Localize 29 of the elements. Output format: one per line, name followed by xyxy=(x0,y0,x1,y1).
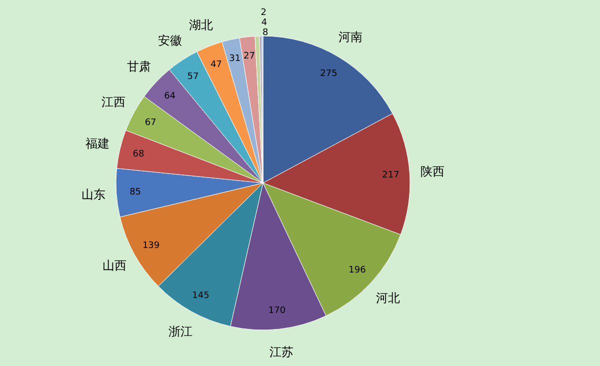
data-label: 64 xyxy=(164,91,176,102)
slice-label: 湖北 xyxy=(188,18,213,32)
slice-label: 安徽 xyxy=(158,34,182,48)
data-label: 4 xyxy=(261,18,268,28)
data-label: 27 xyxy=(243,52,255,62)
data-label: 68 xyxy=(132,149,144,160)
slice-label: 甘肃 xyxy=(127,60,152,74)
data-label: 196 xyxy=(348,266,366,276)
data-label: 139 xyxy=(142,241,160,252)
data-label: 8 xyxy=(262,28,268,38)
data-label: 67 xyxy=(144,118,156,128)
slice-label: 江苏 xyxy=(270,344,294,359)
data-label: 47 xyxy=(210,60,222,70)
slice-label: 江西 xyxy=(102,94,126,109)
data-label: 217 xyxy=(382,170,400,180)
slice-label: 河南 xyxy=(338,30,362,44)
data-label: 85 xyxy=(130,188,142,198)
data-label: 2 xyxy=(260,8,267,18)
data-label: 275 xyxy=(320,69,338,80)
data-label: 57 xyxy=(187,72,199,82)
data-label: 145 xyxy=(192,290,210,301)
slice-label: 河北 xyxy=(376,291,400,306)
slice-label: 山西 xyxy=(102,258,126,272)
slice-label: 山东 xyxy=(81,187,106,202)
data-label: 170 xyxy=(268,306,286,316)
slice-label: 浙江 xyxy=(168,324,192,339)
slice-label: 福建 xyxy=(86,136,110,151)
slice-label: 陕西 xyxy=(420,164,445,179)
data-label: 31 xyxy=(229,54,241,64)
